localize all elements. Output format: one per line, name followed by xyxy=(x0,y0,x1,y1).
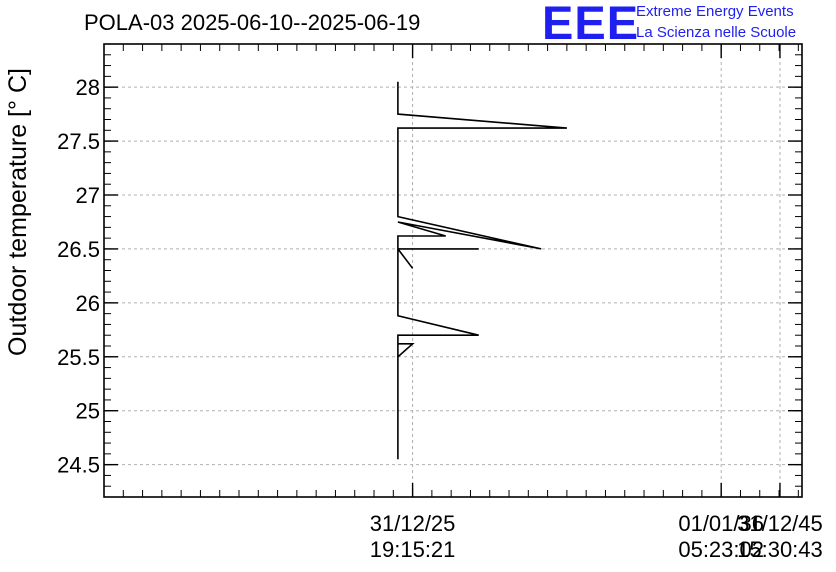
series-line xyxy=(397,81,567,460)
logo-line-2: La Scienza nelle Scuole xyxy=(636,24,797,41)
y-tick-label: 27 xyxy=(76,183,100,208)
y-tick-label: 26.5 xyxy=(57,237,100,262)
x-tick-date: 31/12/45 xyxy=(737,511,823,536)
logo-line-1: Extreme Energy Events xyxy=(636,3,794,20)
x-tick-time: 19:15:21 xyxy=(370,537,456,562)
plot-frame xyxy=(103,43,803,498)
y-tick-label: 26 xyxy=(76,291,100,316)
grid-lines xyxy=(104,44,802,497)
x-tick-time: 15:30:43 xyxy=(737,537,823,562)
y-tick-labels: 24.5 25 25.5 26 26.5 27 27.5 28 xyxy=(57,75,100,478)
x-tick-time: 05:23:02 xyxy=(678,537,764,562)
y-tick-label: 25.5 xyxy=(57,345,100,370)
minor-ticks xyxy=(104,44,802,497)
series-layer xyxy=(397,81,567,460)
y-tick-label: 28 xyxy=(76,75,100,100)
y-tick-label: 24.5 xyxy=(57,453,100,478)
y-tick-label: 27.5 xyxy=(57,129,100,154)
x-tick-date: 31/12/25 xyxy=(370,511,456,536)
y-tick-label: 25 xyxy=(76,399,100,424)
eee-logo: EEE xyxy=(542,0,640,49)
y-axis-label: Outdoor temperature [° C] xyxy=(4,68,32,356)
x-tick-date: 01/01/36 xyxy=(678,511,764,536)
chart-title: POLA-03 2025-06-10--2025-06-19 xyxy=(84,10,421,35)
